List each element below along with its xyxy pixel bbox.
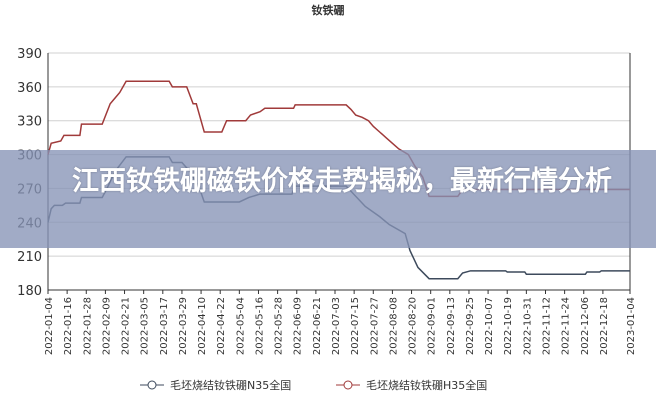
legend-label[interactable]: 毛坯烧结钕铁硼H35全国 bbox=[366, 378, 487, 392]
x-tick-label: 2022-07-03 bbox=[331, 297, 342, 355]
x-tick-label: 2022-01-04 bbox=[44, 297, 55, 355]
x-tick-label: 2023-01-04 bbox=[626, 297, 637, 355]
x-tick-label: 2022-02-21 bbox=[121, 297, 132, 355]
y-tick-label: 330 bbox=[17, 115, 42, 130]
x-tick-label: 2022-08-08 bbox=[388, 297, 399, 355]
x-tick-label: 2022-03-17 bbox=[159, 297, 170, 355]
x-tick-label: 2022-03-05 bbox=[140, 297, 151, 355]
series-line-1 bbox=[47, 80, 630, 198]
x-tick-label: 2022-11-12 bbox=[541, 297, 552, 355]
x-tick-label: 2022-06-09 bbox=[293, 297, 304, 355]
x-tick-label: 2022-10-31 bbox=[522, 297, 533, 355]
x-tick-label: 2022-10-07 bbox=[484, 297, 495, 355]
x-tick-label: 2022-01-16 bbox=[63, 297, 74, 355]
legend-marker bbox=[147, 380, 157, 390]
x-tick-label: 2022-12-06 bbox=[580, 297, 591, 355]
chart-title: 钕铁硼 bbox=[312, 3, 345, 17]
x-tick-label: 2022-06-21 bbox=[312, 297, 323, 355]
x-tick-label: 2022-11-24 bbox=[561, 297, 572, 355]
x-tick-label: 2022-10-19 bbox=[503, 297, 514, 355]
y-tick-label: 360 bbox=[17, 81, 42, 96]
legend-marker bbox=[343, 380, 353, 390]
x-tick-label: 2022-09-13 bbox=[446, 297, 457, 355]
headline-banner: 江西钕铁硼磁铁价格走势揭秘，最新行情分析 bbox=[0, 150, 656, 248]
y-tick-label: 210 bbox=[17, 250, 42, 265]
x-tick-label: 2022-04-22 bbox=[216, 297, 227, 355]
legend-label[interactable]: 毛坯烧结钕铁硼N35全国 bbox=[170, 378, 291, 392]
x-tick-label: 2022-02-09 bbox=[101, 297, 112, 355]
x-tick-label: 2022-04-10 bbox=[197, 297, 208, 355]
x-tick-label: 2022-05-16 bbox=[254, 297, 265, 355]
x-tick-label: 2022-12-18 bbox=[599, 297, 610, 355]
x-tick-label: 2022-09-25 bbox=[465, 297, 476, 355]
y-tick-label: 390 bbox=[17, 47, 42, 62]
y-tick-label: 180 bbox=[17, 284, 42, 299]
x-tick-label: 2022-05-04 bbox=[235, 297, 246, 355]
x-tick-label: 2022-07-27 bbox=[369, 297, 380, 355]
x-tick-label: 2022-05-28 bbox=[274, 297, 285, 355]
x-tick-label: 2022-08-20 bbox=[408, 297, 419, 355]
x-tick-label: 2022-01-28 bbox=[82, 297, 93, 355]
headline-text: 江西钕铁硼磁铁价格走势揭秘，最新行情分析 bbox=[72, 166, 612, 197]
x-tick-label: 2022-03-29 bbox=[178, 297, 189, 355]
x-tick-label: 2022-07-15 bbox=[350, 297, 361, 355]
x-tick-label: 2022-09-01 bbox=[427, 297, 438, 355]
